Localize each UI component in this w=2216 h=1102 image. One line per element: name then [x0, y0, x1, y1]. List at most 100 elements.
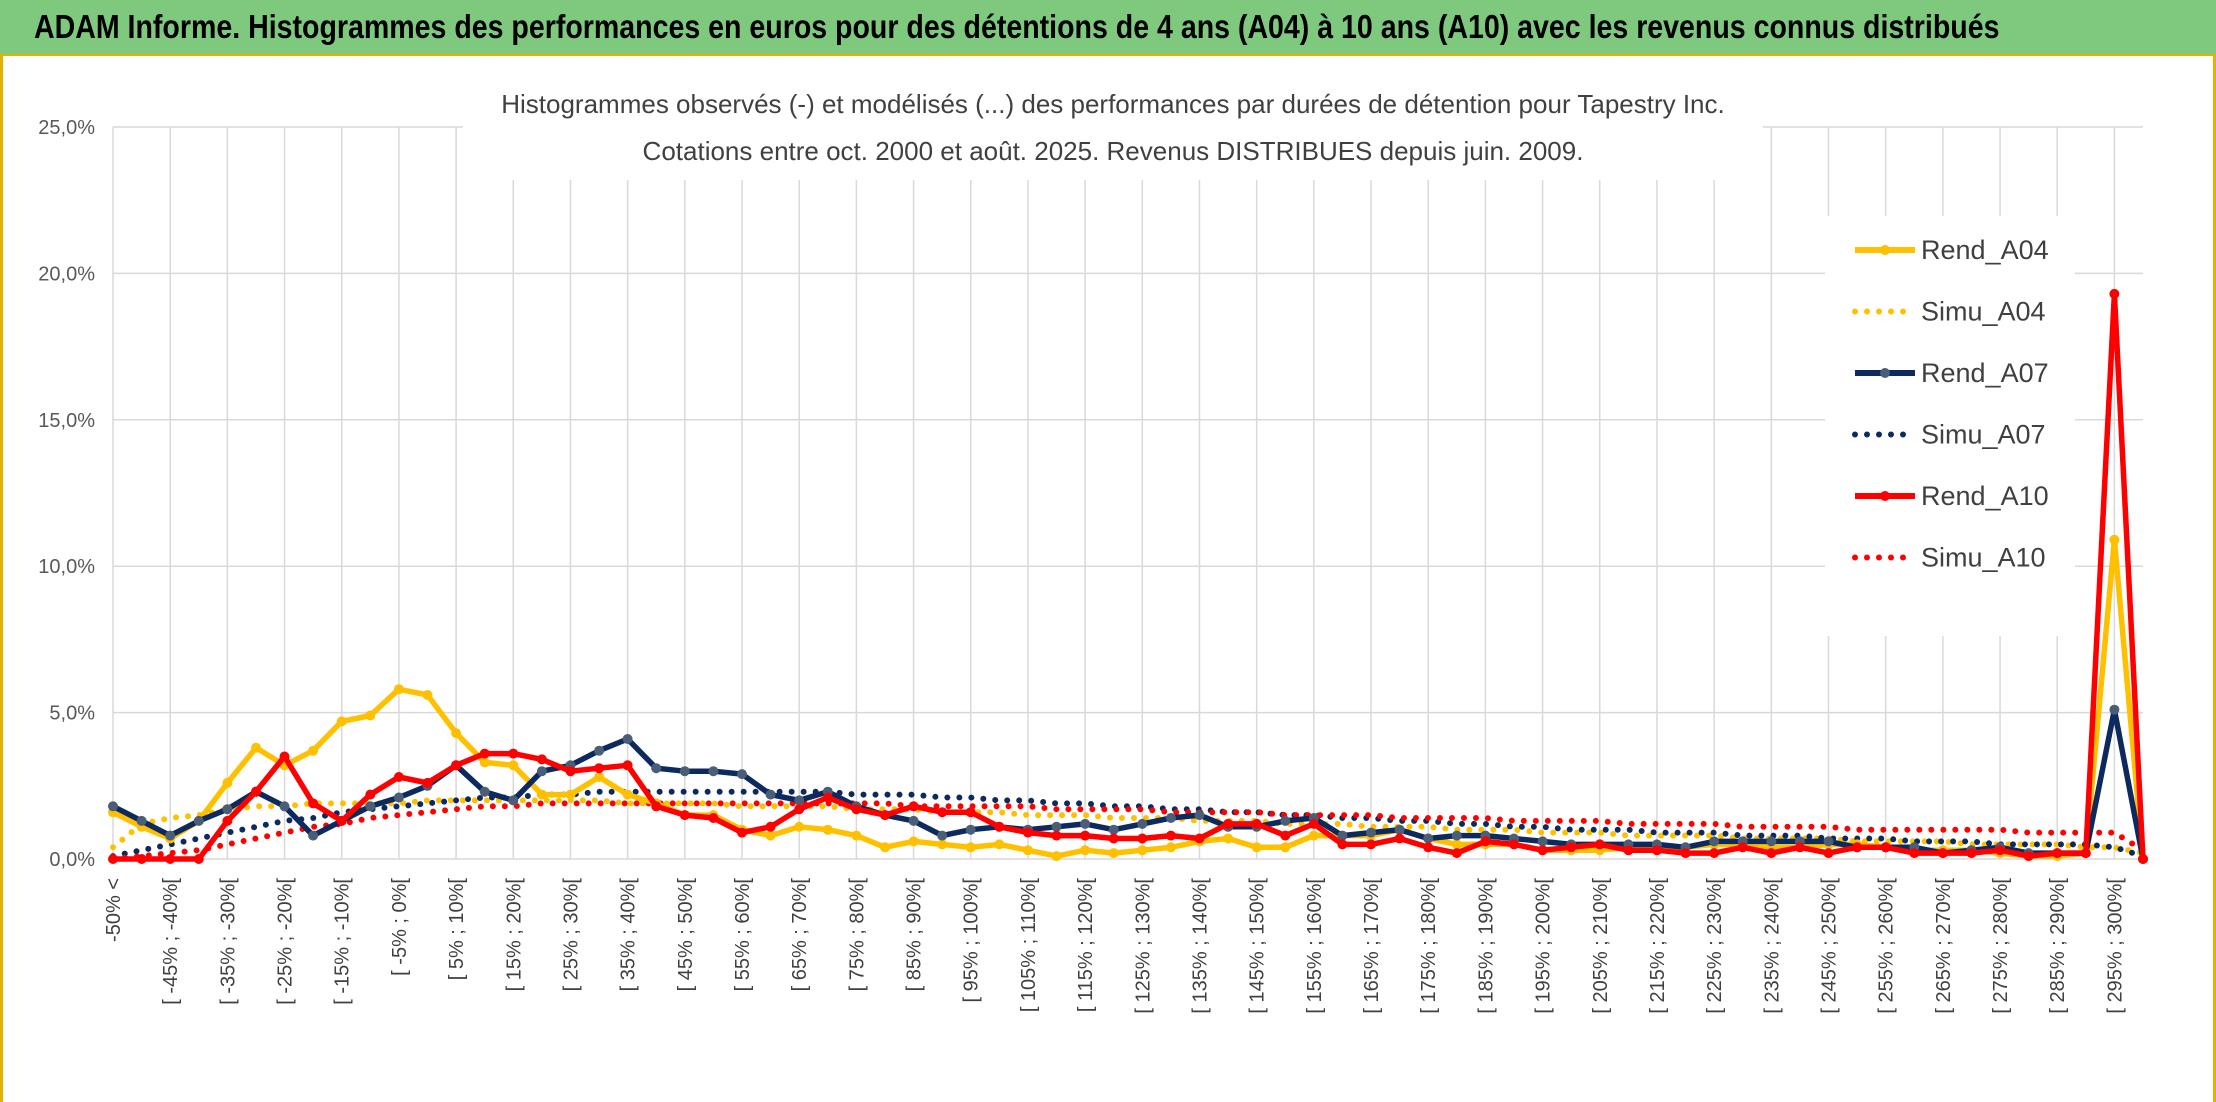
data-point-rend_a10 — [708, 813, 719, 823]
legend-marker-rend_a07 — [1880, 368, 1890, 378]
data-point-rend_a10 — [1051, 830, 1062, 841]
x-tick-label: [ 285% ; 290%[ — [2047, 878, 2069, 1014]
x-tick-label: [ 145% ; 150%[ — [1247, 878, 1269, 1014]
data-point-rend_a10 — [565, 766, 576, 777]
data-point-rend_a04 — [308, 745, 319, 756]
data-point-rend_a07 — [1137, 818, 1148, 829]
page-title: ADAM Informe. Histogrammes des performan… — [34, 8, 2000, 45]
series-line-simu_a10 — [110, 800, 2146, 862]
performance-histogram-chart: Histogrammes observés (-) et modélisés (… — [38, 84, 2148, 1014]
data-point-rend_a04 — [565, 789, 576, 800]
x-tick-label: [ 165% ; 170%[ — [1361, 878, 1383, 1014]
data-point-rend_a10 — [1194, 833, 1205, 844]
data-point-rend_a04 — [1165, 842, 1176, 853]
data-point-rend_a10 — [1223, 818, 1234, 829]
data-point-rend_a07 — [1394, 824, 1405, 835]
data-point-rend_a10 — [1594, 839, 1605, 850]
chart-series — [108, 288, 2148, 864]
x-tick-label: [ 15% ; 20%[ — [503, 878, 525, 992]
y-axis: 0,0% 5,0% 10,0% 15,0% 20,0% 25,0% — [38, 117, 95, 871]
data-point-rend_a10 — [1737, 842, 1748, 853]
data-point-rend_a07 — [965, 824, 976, 835]
data-point-rend_a04 — [1308, 830, 1319, 841]
x-tick-label: [ 55% ; 60%[ — [732, 878, 754, 992]
legend-label: Rend_A07 — [1921, 358, 2049, 388]
legend-label: Simu_A07 — [1921, 420, 2046, 450]
data-point-rend_a04 — [994, 839, 1005, 850]
x-tick-label: [ 185% ; 190%[ — [1475, 878, 1497, 1014]
data-point-rend_a10 — [1251, 818, 1262, 829]
data-point-rend_a10 — [1394, 833, 1405, 844]
data-point-rend_a07 — [193, 815, 204, 826]
data-point-rend_a04 — [851, 830, 862, 841]
x-tick-label: [ 115% ; 120%[ — [1075, 878, 1097, 1013]
data-point-rend_a04 — [1137, 845, 1148, 856]
chart-title-background — [463, 84, 1763, 180]
data-point-rend_a07 — [594, 745, 605, 756]
data-point-rend_a10 — [1080, 830, 1091, 841]
data-point-rend_a07 — [737, 769, 747, 780]
data-point-rend_a10 — [1651, 845, 1662, 856]
data-point-rend_a07 — [1051, 821, 1062, 832]
data-point-rend_a10 — [1623, 845, 1634, 856]
x-tick-label: [ -25% ; -20%[ — [275, 878, 297, 1005]
data-point-rend_a10 — [1480, 836, 1491, 847]
data-point-rend_a10 — [851, 804, 862, 815]
x-tick-label: [ 135% ; 140%[ — [1189, 878, 1211, 1014]
x-tick-label: [ 275% ; 280%[ — [1990, 878, 2012, 1014]
y-tick-label: 15,0% — [38, 410, 95, 432]
data-point-rend_a10 — [794, 804, 805, 815]
data-point-rend_a04 — [479, 757, 490, 768]
data-point-rend_a10 — [1966, 848, 1977, 859]
x-tick-label: [ 45% ; 50%[ — [675, 878, 697, 992]
data-point-rend_a10 — [651, 801, 662, 812]
y-tick-label: 25,0% — [38, 117, 95, 139]
data-point-rend_a04 — [336, 716, 347, 727]
data-point-rend_a07 — [1451, 830, 1462, 841]
data-point-rend_a07 — [508, 795, 519, 806]
legend-label: Simu_A10 — [1921, 543, 2046, 573]
legend-label: Rend_A10 — [1921, 481, 2049, 511]
data-point-rend_a07 — [1823, 836, 1834, 847]
data-point-rend_a10 — [2052, 848, 2063, 859]
data-point-rend_a07 — [393, 792, 404, 803]
data-point-rend_a10 — [165, 854, 176, 864]
data-point-rend_a07 — [2109, 704, 2120, 715]
data-point-rend_a07 — [308, 830, 319, 841]
data-point-rend_a10 — [594, 763, 605, 774]
chart-title: Histogrammes observés (-) et modélisés (… — [501, 89, 1725, 119]
data-point-rend_a07 — [1194, 810, 1205, 821]
data-point-rend_a10 — [508, 748, 519, 759]
x-tick-label: [ 85% ; 90%[ — [904, 878, 926, 992]
data-point-rend_a07 — [765, 789, 776, 800]
data-point-rend_a07 — [108, 801, 118, 812]
data-point-rend_a07 — [794, 795, 805, 806]
data-point-rend_a04 — [508, 760, 519, 771]
data-point-rend_a07 — [1709, 836, 1720, 847]
data-point-rend_a10 — [2109, 288, 2120, 299]
data-point-rend_a10 — [1423, 842, 1434, 853]
data-point-rend_a10 — [1852, 842, 1863, 853]
data-point-rend_a07 — [136, 815, 147, 826]
data-point-rend_a04 — [822, 824, 833, 835]
x-tick-label: [ 255% ; 260%[ — [1876, 878, 1898, 1014]
data-point-rend_a07 — [1766, 836, 1777, 847]
data-point-rend_a07 — [1165, 813, 1176, 823]
x-tick-label: -50% < — [103, 878, 125, 942]
data-point-rend_a07 — [165, 830, 176, 841]
data-point-rend_a04 — [1080, 845, 1091, 856]
data-point-rend_a10 — [994, 821, 1005, 832]
data-point-rend_a07 — [279, 801, 290, 812]
data-point-rend_a10 — [1165, 830, 1176, 841]
data-point-rend_a04 — [1451, 839, 1462, 850]
data-point-rend_a04 — [908, 836, 919, 847]
chart-legend: Rend_A04 Simu_A04 Rend_A07 Simu_A07 Rend_A10… — [1825, 216, 2075, 636]
y-tick-label: 10,0% — [38, 556, 95, 578]
data-point-rend_a07 — [1108, 824, 1119, 835]
data-point-rend_a07 — [536, 766, 547, 777]
data-point-rend_a10 — [1308, 818, 1319, 829]
x-tick-label: [ 125% ; 130%[ — [1132, 878, 1154, 1014]
data-point-rend_a04 — [1251, 842, 1262, 853]
data-point-rend_a10 — [2138, 854, 2148, 864]
data-point-rend_a04 — [965, 842, 976, 853]
